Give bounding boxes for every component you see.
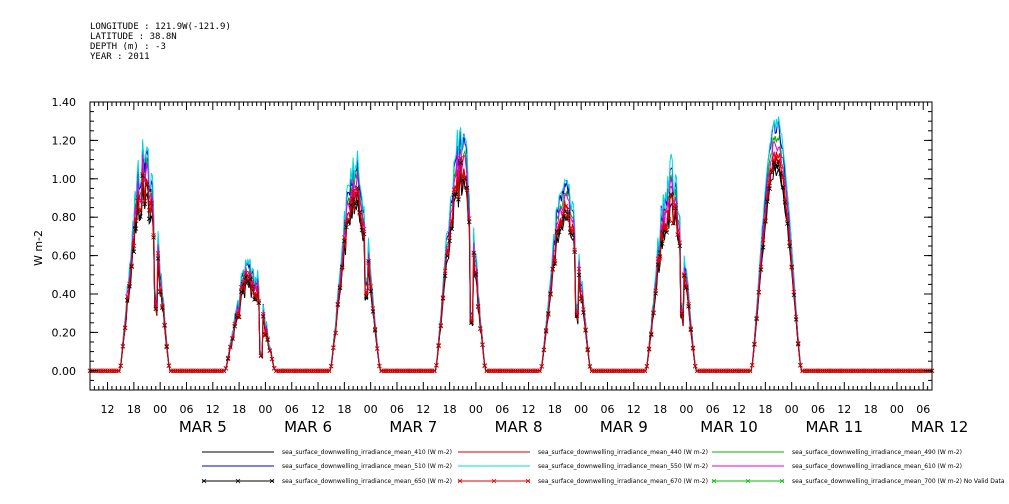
- series-line-3: [90, 120, 932, 372]
- legend-marker: [269, 478, 275, 484]
- x-day-label: MAR 8: [495, 418, 543, 436]
- x-tick-label: 12: [101, 403, 115, 416]
- series-lines: [90, 116, 932, 372]
- x-tick-label: 18: [653, 403, 667, 416]
- depth-label: DEPTH (m) : -3: [90, 42, 166, 52]
- x-tick-label: 00: [364, 403, 378, 416]
- x-tick-label: 12: [522, 403, 536, 416]
- series-line-4: [90, 116, 932, 372]
- y-axis-label: W m-2: [32, 230, 45, 266]
- x-tick-label: 18: [443, 403, 457, 416]
- legend-marker: [235, 478, 241, 484]
- x-tick-label: 06: [390, 403, 404, 416]
- legend-label: sea_surface_downwelling_irradiance_mean_…: [792, 449, 962, 456]
- x-tick-label: 06: [285, 403, 299, 416]
- x-tick-label: 06: [811, 403, 825, 416]
- x-tick-label: 00: [890, 403, 904, 416]
- x-tick-label: 12: [732, 403, 746, 416]
- legend-label: sea_surface_downwelling_irradiance_mean_…: [792, 478, 1005, 485]
- x-day-label: MAR 10: [700, 418, 757, 436]
- metadata-header: LONGITUDE : 121.9W(-121.9) LATITUDE : 38…: [90, 22, 231, 62]
- series-markers-6: [87, 158, 935, 374]
- legend-marker: [525, 478, 531, 484]
- y-tick-label: 0.00: [52, 365, 77, 378]
- x-tick-label: 18: [337, 403, 351, 416]
- x-day-label: MAR 11: [806, 418, 863, 436]
- legend-label: sea_surface_downwelling_irradiance_mean_…: [282, 449, 452, 456]
- x-tick-label: 00: [153, 403, 167, 416]
- x-tick-label: 12: [627, 403, 641, 416]
- legend-label: sea_surface_downwelling_irradiance_mean_…: [538, 463, 708, 470]
- x-tick-label: 00: [574, 403, 588, 416]
- x-day-label: MAR 7: [389, 418, 437, 436]
- y-tick-label: 1.40: [52, 96, 77, 109]
- plot-frame: [89, 101, 933, 391]
- x-tick-label: 12: [416, 403, 430, 416]
- x-tick-label: 06: [916, 403, 930, 416]
- x-day-label: MAR 6: [284, 418, 332, 436]
- x-tick-label: 00: [258, 403, 272, 416]
- series-line-1: [90, 151, 932, 372]
- x-day-label: MAR 5: [179, 418, 227, 436]
- legend-marker: [201, 478, 207, 484]
- x-tick-label: 12: [311, 403, 325, 416]
- y-tick-label: 1.00: [52, 173, 77, 186]
- y-tick-label: 0.20: [52, 326, 77, 339]
- latitude-label: LATITUDE : 38.8N: [90, 32, 177, 42]
- x-tick-label: 18: [548, 403, 562, 416]
- series-line-5: [90, 140, 932, 372]
- year-label: YEAR : 2011: [90, 52, 150, 62]
- series-markers-7: [87, 154, 935, 374]
- legend-marker: [745, 478, 751, 484]
- legend-marker: [711, 478, 717, 484]
- y-tick-label: 0.60: [52, 250, 77, 263]
- legend-label: sea_surface_downwelling_irradiance_mean_…: [538, 449, 708, 456]
- x-tick-label: 06: [179, 403, 193, 416]
- legend: sea_surface_downwelling_irradiance_mean_…: [201, 449, 1005, 485]
- series-line-6: [90, 161, 932, 372]
- legend-label: sea_surface_downwelling_irradiance_mean_…: [538, 478, 708, 485]
- x-tick-label: 06: [495, 403, 509, 416]
- series-line-2: [90, 135, 932, 372]
- series-line-0: [90, 166, 932, 372]
- legend-marker: [457, 478, 463, 484]
- x-tick-label: 00: [785, 403, 799, 416]
- x-day-label: MAR 12: [911, 418, 968, 436]
- y-tick-label: 0.80: [52, 211, 77, 224]
- x-tick-label: 18: [864, 403, 878, 416]
- x-tick-label: 18: [127, 403, 141, 416]
- y-tick-label: 0.40: [52, 288, 77, 301]
- x-tick-label: 00: [469, 403, 483, 416]
- x-tick-label: 12: [206, 403, 220, 416]
- y-tick-label: 1.20: [52, 134, 77, 147]
- series-line-7: [90, 156, 932, 372]
- x-day-label: MAR 9: [600, 418, 648, 436]
- longitude-label: LONGITUDE : 121.9W(-121.9): [90, 22, 231, 32]
- x-tick-label: 18: [232, 403, 246, 416]
- x-tick-label: 06: [706, 403, 720, 416]
- legend-marker: [491, 478, 497, 484]
- axes: 0.00 0.20 0.40 0.60 0.80 1.00 1.20 1.40 12 18 00 06…: [52, 96, 969, 436]
- legend-label: sea_surface_downwelling_irradiance_mean_…: [282, 463, 452, 470]
- legend-label: sea_surface_downwelling_irradiance_mean_…: [792, 463, 962, 470]
- x-tick-label: 12: [837, 403, 851, 416]
- legend-marker: [779, 478, 785, 484]
- x-tick-label: 18: [758, 403, 772, 416]
- series-markers: [87, 154, 935, 374]
- x-tick-label: 00: [679, 403, 693, 416]
- legend-label: sea_surface_downwelling_irradiance_mean_…: [282, 478, 452, 485]
- x-tick-label: 06: [600, 403, 614, 416]
